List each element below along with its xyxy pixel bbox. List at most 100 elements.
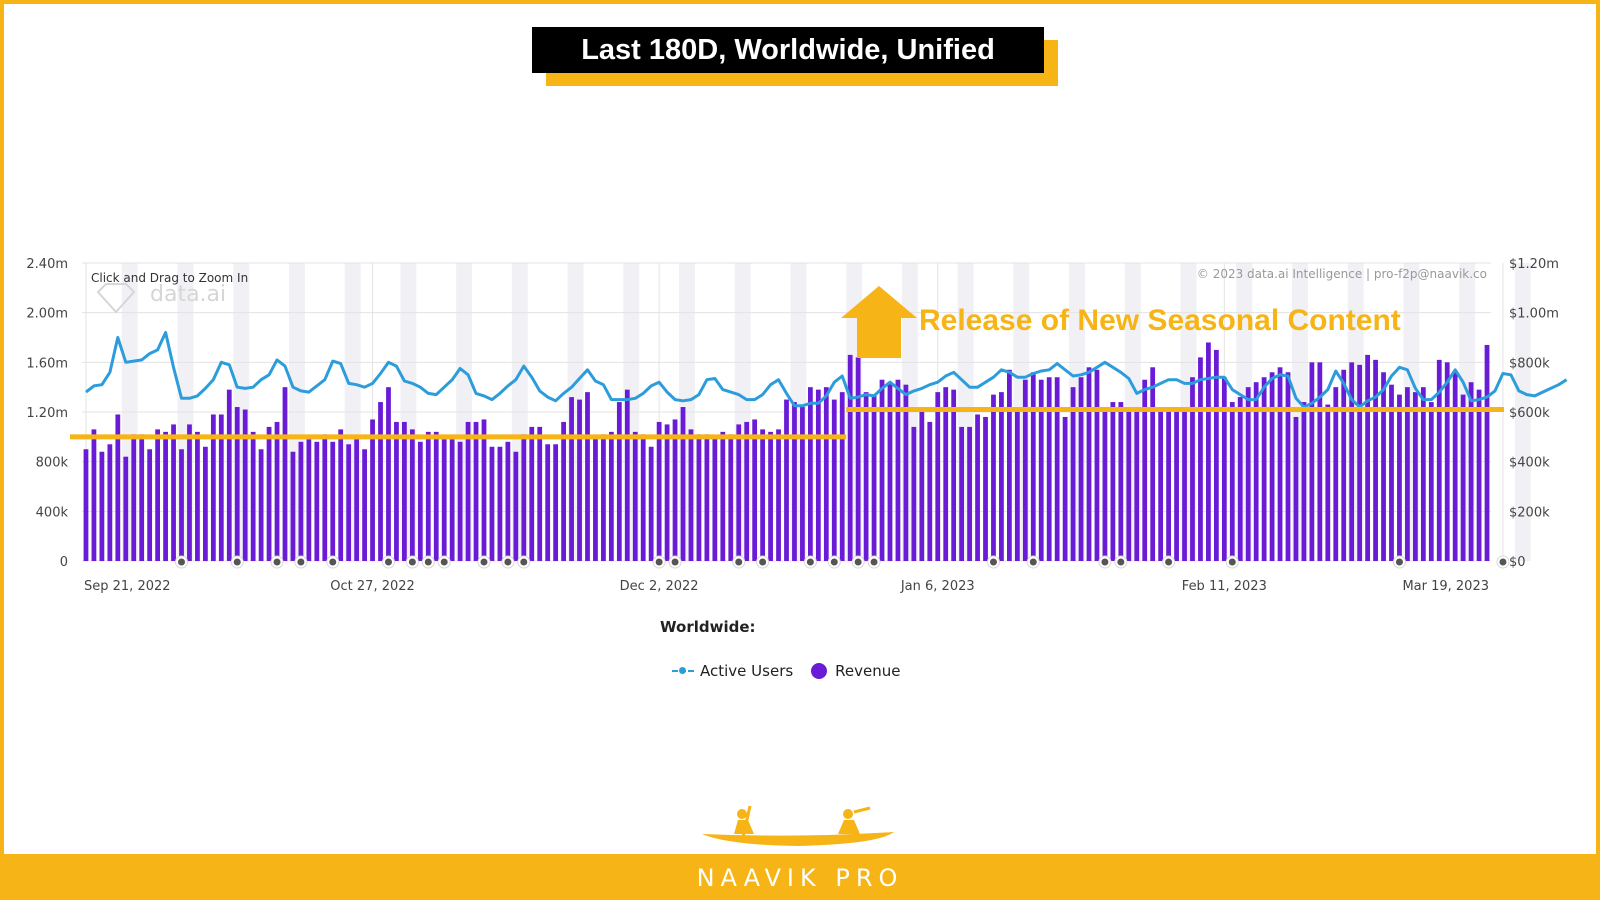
revenue-bar [1325, 404, 1331, 561]
revenue-bar [712, 436, 718, 561]
revenue-bar [107, 444, 113, 561]
revenue-bar [736, 424, 742, 561]
revenue-bar [1182, 409, 1187, 561]
x-tick-label: Sep 21, 2022 [84, 579, 171, 594]
event-marker-dot [735, 558, 743, 566]
revenue-bar [1317, 362, 1323, 561]
revenue-bar [131, 434, 137, 561]
revenue-bar [1389, 384, 1394, 561]
revenue-bar [1484, 344, 1490, 561]
revenue-bar [863, 392, 869, 561]
revenue-bar [449, 439, 455, 561]
revenue-bar [1412, 392, 1418, 561]
revenue-bar [386, 387, 391, 561]
revenue-bar [1221, 377, 1227, 561]
revenue-bar [234, 407, 240, 561]
event-marker-dot [1395, 558, 1403, 566]
y-left-tick-label: 1.20m [26, 406, 68, 421]
legend: Active Users Revenue [672, 662, 919, 680]
revenue-bar [967, 426, 972, 561]
revenue-bar [696, 434, 702, 561]
weekend-band [1514, 263, 1531, 561]
line-swatch-icon [672, 665, 694, 677]
revenue-bar [139, 434, 145, 561]
event-marker-dot [1029, 558, 1037, 566]
revenue-bar [545, 444, 551, 561]
revenue-bar [648, 446, 654, 561]
revenue-bar [505, 441, 511, 561]
y-right-tick-label: $0 [1509, 555, 1526, 570]
revenue-bar [1078, 377, 1084, 561]
event-marker-dot [1228, 558, 1236, 566]
revenue-bar [123, 456, 129, 561]
revenue-bar [1341, 369, 1347, 561]
legend-label-revenue: Revenue [835, 662, 901, 680]
revenue-bar [1269, 372, 1275, 561]
event-marker-dot [504, 558, 512, 566]
revenue-bar [656, 421, 662, 561]
revenue-bar [314, 441, 320, 561]
revenue-bar [553, 444, 559, 561]
event-marker-dot [233, 558, 241, 566]
revenue-bar [394, 421, 399, 561]
revenue-bar [792, 402, 797, 561]
revenue-bar [1420, 387, 1426, 561]
revenue-bar [362, 449, 367, 561]
revenue-bar [1333, 387, 1339, 561]
naavik-boat-logo-icon [702, 805, 894, 846]
revenue-bar [497, 446, 503, 561]
revenue-bar [258, 449, 264, 561]
event-marker-dot [671, 558, 679, 566]
revenue-bar [728, 434, 734, 561]
revenue-bar [1070, 387, 1076, 561]
event-marker-dot [297, 558, 305, 566]
y-right-tick-label: $800k [1509, 356, 1550, 371]
revenue-bar [959, 426, 965, 561]
dot-swatch-icon [811, 663, 828, 679]
event-marker-dot [655, 558, 663, 566]
revenue-bar [1118, 402, 1124, 561]
revenue-bar [1373, 359, 1378, 561]
revenue-bar [823, 387, 829, 561]
y-right-tick-label: $600k [1509, 406, 1550, 421]
revenue-bar [1460, 394, 1466, 561]
y-left-tick-label: 400k [36, 505, 69, 520]
revenue-bar [1134, 407, 1140, 561]
title-banner: Last 180D, Worldwide, Unified [532, 27, 1068, 87]
revenue-bar [784, 399, 789, 561]
revenue-bar [1102, 412, 1108, 561]
revenue-bar [991, 394, 996, 561]
revenue-bar [919, 412, 925, 561]
event-marker-dot [424, 558, 432, 566]
active-users-line [85, 331, 1568, 409]
revenue-bar [91, 429, 97, 561]
revenue-bar [720, 431, 726, 561]
zoom-hint: Click and Drag to Zoom In [91, 271, 248, 285]
revenue-bar [433, 431, 439, 561]
revenue-bar [1436, 359, 1442, 561]
revenue-bar [1229, 402, 1235, 561]
revenue-bar [983, 416, 988, 561]
revenue-bar [83, 449, 89, 561]
revenue-bar [561, 421, 566, 561]
revenue-bar [529, 426, 535, 561]
x-tick-label: Jan 6, 2023 [900, 579, 975, 594]
revenue-bar [266, 426, 272, 561]
release-annotation: Release of New Seasonal Content [919, 304, 1401, 337]
revenue-bar [807, 387, 813, 561]
revenue-bar [457, 441, 463, 561]
revenue-bar [1277, 367, 1283, 561]
revenue-bar [179, 449, 184, 561]
legend-item-revenue[interactable]: Revenue [811, 662, 901, 680]
revenue-bar [282, 387, 288, 561]
revenue-bar [593, 436, 598, 561]
revenue-bar [513, 451, 519, 561]
revenue-bar [608, 431, 614, 561]
revenue-bar [1428, 402, 1434, 561]
revenue-bar [1237, 397, 1243, 561]
revenue-bar [1452, 372, 1458, 561]
legend-item-active-users[interactable]: Active Users [672, 662, 793, 680]
revenue-bar [1038, 379, 1044, 561]
y-right-tick-label: $1.20m [1509, 257, 1559, 272]
